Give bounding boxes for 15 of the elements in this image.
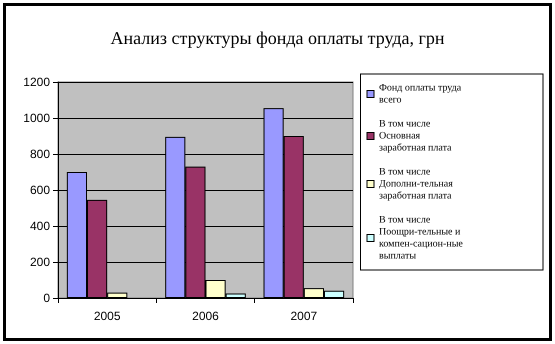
legend-label: В том числе Основная заработная плата bbox=[379, 118, 452, 154]
y-tick-label: 800 bbox=[30, 147, 50, 161]
legend-label: В том числе Поощри-тельные и компен-сацион-ные выплаты bbox=[379, 214, 466, 262]
legend-label: Фонд оплаты труда всего bbox=[379, 82, 464, 106]
y-tick-label: 1200 bbox=[23, 75, 50, 89]
x-tick-label: 2007 bbox=[290, 309, 318, 323]
y-tick-label: 0 bbox=[43, 291, 50, 305]
y-tick-label: 1000 bbox=[23, 111, 50, 125]
y-tick-label: 600 bbox=[30, 183, 50, 197]
x-tick-label: 2006 bbox=[192, 309, 220, 323]
legend-label: В том числе Дополни-тельная заработная плата bbox=[379, 166, 456, 202]
chart-title: Анализ структуры фонда оплаты труда, грн bbox=[110, 28, 445, 48]
y-tick-label: 200 bbox=[30, 255, 50, 269]
y-tick-label: 400 bbox=[30, 219, 50, 233]
x-tick-label: 2005 bbox=[94, 309, 121, 323]
